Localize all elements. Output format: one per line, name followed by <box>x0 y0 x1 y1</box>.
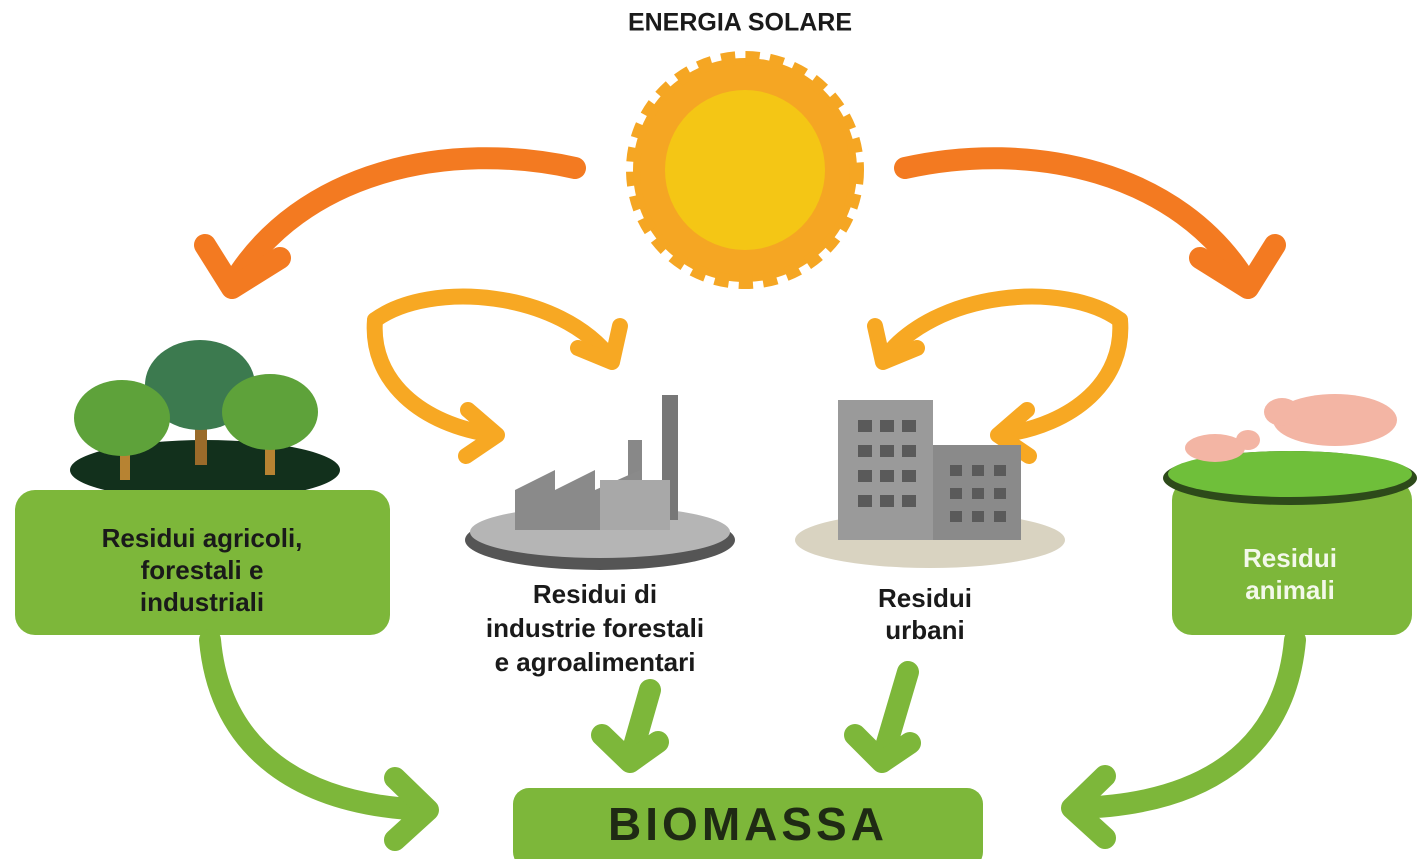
node-label: Residui di <box>533 579 657 609</box>
node-label: forestali e <box>141 555 264 585</box>
node-label: e agroalimentari <box>495 647 696 677</box>
factory <box>465 395 735 570</box>
node-label: industrie forestali <box>486 613 704 643</box>
node-label: animali <box>1245 575 1335 605</box>
node-label: urbani <box>885 615 964 645</box>
node-label: Residui <box>1243 543 1337 573</box>
result-label: BIOMASSA <box>608 798 888 850</box>
node-label: Residui <box>878 583 972 613</box>
node-label: industriali <box>140 587 264 617</box>
title: ENERGIA SOLARE <box>628 9 852 37</box>
trees <box>70 340 340 500</box>
sun <box>633 58 857 282</box>
diagram: ENERGIA SOLARE <box>0 0 1417 859</box>
node-label: Residui agricoli, <box>102 523 303 553</box>
